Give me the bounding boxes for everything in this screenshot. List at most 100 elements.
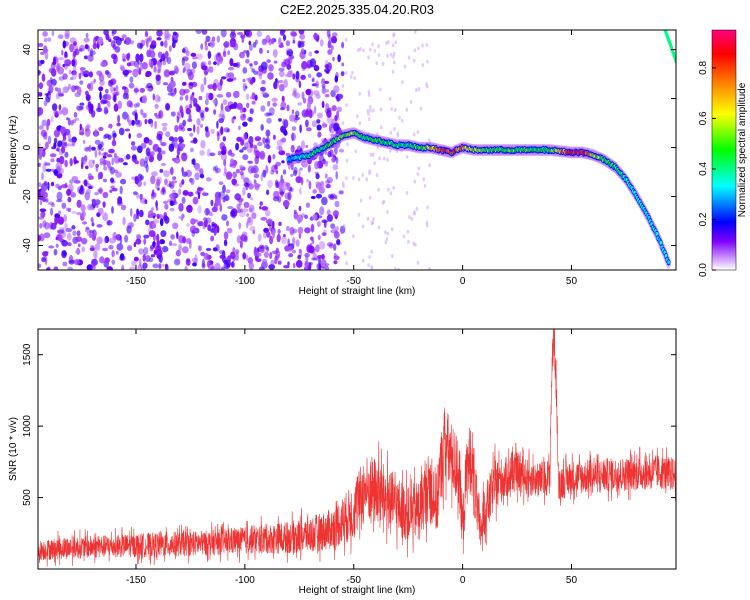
noise-speckle	[357, 48, 360, 53]
noise-speckle	[44, 162, 51, 166]
noise-speckle	[284, 58, 291, 67]
noise-speckle	[245, 93, 250, 100]
noise-speckle	[179, 96, 183, 101]
colorbar-tick-label: 0.4	[698, 162, 709, 176]
noise-speckle	[216, 35, 221, 43]
noise-speckle	[291, 132, 295, 142]
noise-speckle	[254, 155, 259, 165]
noise-speckle	[80, 184, 84, 192]
noise-speckle	[392, 185, 395, 190]
noise-speckle	[182, 81, 187, 86]
noise-speckle	[81, 70, 85, 77]
noise-speckle	[57, 34, 64, 39]
noise-speckle	[426, 59, 429, 64]
noise-speckle	[241, 37, 245, 43]
noise-speckle	[252, 229, 256, 235]
noise-speckle	[333, 252, 337, 258]
noise-speckle	[388, 96, 392, 101]
noise-speckle	[136, 208, 140, 217]
noise-speckle	[151, 207, 155, 211]
noise-speckle	[178, 203, 184, 212]
noise-speckle	[181, 246, 189, 254]
noise-speckle	[210, 128, 215, 134]
noise-speckle	[242, 208, 249, 213]
noise-speckle	[203, 68, 209, 75]
noise-speckle	[256, 70, 263, 76]
noise-speckle	[213, 109, 217, 115]
noise-speckle	[223, 263, 227, 268]
noise-speckle	[44, 222, 50, 230]
noise-speckle	[295, 176, 302, 184]
noise-speckle	[162, 61, 166, 66]
noise-speckle	[185, 169, 192, 178]
colorbar-label: Normalized spectral amplitude	[737, 82, 748, 217]
noise-speckle	[247, 257, 253, 264]
noise-speckle	[281, 191, 284, 197]
noise-speckle	[40, 188, 46, 197]
noise-speckle	[46, 80, 52, 85]
x-tick-label: -100	[235, 575, 255, 586]
noise-speckle	[146, 49, 152, 58]
noise-speckle	[228, 66, 234, 71]
noise-speckle	[230, 261, 235, 268]
noise-speckle	[63, 59, 70, 65]
noise-speckle	[117, 100, 123, 110]
noise-speckle	[334, 114, 338, 122]
noise-speckle	[172, 176, 177, 181]
noise-speckle	[389, 52, 393, 57]
noise-speckle	[44, 37, 48, 43]
noise-speckle	[330, 133, 336, 137]
noise-speckle	[275, 170, 279, 175]
noise-speckle	[200, 112, 205, 118]
noise-speckle	[251, 100, 256, 105]
noise-speckle	[181, 179, 185, 185]
noise-speckle	[142, 112, 147, 119]
noise-speckle	[344, 70, 348, 75]
noise-speckle	[354, 149, 358, 154]
noise-speckle	[111, 250, 115, 258]
noise-speckle	[394, 266, 397, 270]
noise-speckle	[278, 37, 282, 46]
noise-speckle	[100, 99, 107, 105]
noise-speckle	[282, 199, 290, 208]
noise-speckle	[401, 80, 404, 85]
noise-speckle	[42, 220, 47, 228]
noise-speckle	[161, 122, 168, 127]
noise-speckle	[67, 196, 72, 203]
noise-speckle	[217, 52, 221, 57]
noise-speckle	[205, 35, 211, 42]
noise-speckle	[63, 141, 68, 149]
x-tick-label: -150	[126, 276, 146, 287]
noise-speckle	[307, 109, 315, 118]
noise-speckle	[426, 205, 429, 210]
noise-speckle	[202, 191, 205, 197]
noise-speckle	[48, 245, 55, 249]
noise-speckle	[152, 223, 157, 229]
noise-speckle	[236, 235, 242, 244]
noise-speckle	[108, 148, 115, 154]
noise-speckle	[302, 97, 307, 104]
noise-speckle	[192, 158, 196, 166]
noise-speckle	[317, 234, 321, 241]
noise-speckle	[278, 118, 282, 122]
noise-speckle	[90, 265, 97, 270]
noise-speckle	[345, 261, 349, 266]
noise-speckle	[272, 49, 278, 58]
noise-speckle	[413, 179, 417, 184]
noise-speckle	[199, 173, 205, 179]
noise-speckle	[229, 251, 236, 260]
noise-speckle	[53, 56, 56, 66]
noise-speckle	[165, 263, 168, 268]
noise-speckle	[83, 37, 90, 43]
noise-speckle	[40, 213, 43, 218]
snr-frame	[37, 328, 677, 570]
noise-speckle	[58, 93, 64, 97]
noise-speckle	[283, 79, 289, 88]
noise-speckle	[85, 188, 91, 195]
noise-speckle	[90, 245, 95, 251]
noise-speckle	[61, 184, 68, 189]
noise-speckle	[134, 112, 138, 121]
noise-speckle	[149, 44, 156, 49]
noise-speckle	[219, 78, 223, 86]
noise-speckle	[53, 248, 58, 256]
